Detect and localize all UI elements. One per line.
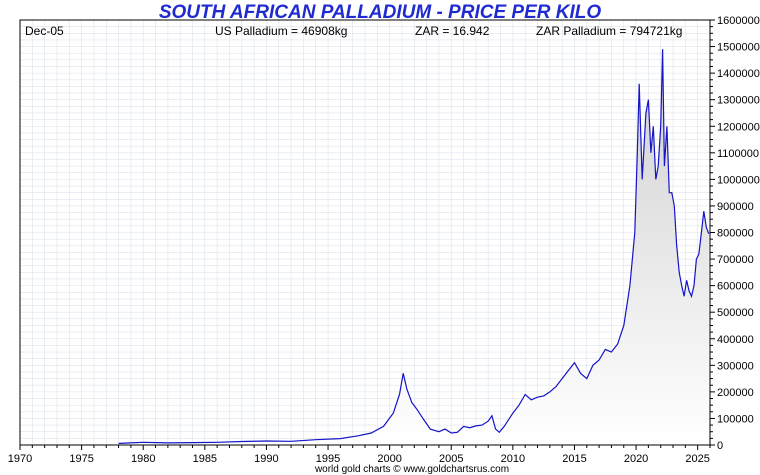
header-zar-palladium: ZAR Palladium = 794721kg bbox=[536, 24, 682, 38]
x-tick-label: 2000 bbox=[377, 453, 401, 465]
y-tick-label: 600000 bbox=[717, 281, 754, 293]
header-zar-rate: ZAR = 16.942 bbox=[415, 24, 490, 38]
y-tick-label: 900000 bbox=[717, 201, 754, 213]
x-tick-label: 1995 bbox=[316, 453, 340, 465]
x-tick-label: 1980 bbox=[131, 453, 155, 465]
price-area-fill bbox=[118, 49, 709, 445]
x-tick-label: 1975 bbox=[69, 453, 93, 465]
y-tick-label: 500000 bbox=[717, 307, 754, 319]
y-tick-label: 1500000 bbox=[717, 42, 760, 54]
y-tick-label: 1400000 bbox=[717, 68, 760, 80]
x-tick-label: 2010 bbox=[501, 453, 525, 465]
x-tick-label: 1970 bbox=[8, 453, 32, 465]
y-axis: 0 100000 200000 300000 400000 500000 600000 700… bbox=[710, 15, 760, 452]
y-tick-label: 400000 bbox=[717, 334, 754, 346]
price-line bbox=[118, 49, 710, 444]
chart-title: SOUTH AFRICAN PALLADIUM - PRICE PER KILO bbox=[158, 2, 602, 23]
x-tick-label: 2005 bbox=[439, 453, 463, 465]
x-tick-label: 2015 bbox=[562, 453, 586, 465]
y-tick-label: 0 bbox=[717, 440, 723, 452]
y-tick-label: 1600000 bbox=[717, 15, 760, 27]
footer-credit: world gold charts © www.goldchartsrus.co… bbox=[314, 464, 509, 475]
x-axis: 1970 1975 1980 1985 1990 1995 2000 2005 2010 2015… bbox=[8, 445, 711, 465]
y-tick-label: 800000 bbox=[717, 228, 754, 240]
x-tick-label: 2020 bbox=[624, 453, 648, 465]
x-tick-label: 2025 bbox=[685, 453, 709, 465]
y-tick-label: 1000000 bbox=[717, 174, 760, 186]
y-tick-label: 1300000 bbox=[717, 95, 760, 107]
header-us-palladium: US Palladium = 46908kg bbox=[215, 24, 347, 38]
header-date: Dec-05 bbox=[25, 24, 64, 38]
y-tick-label: 700000 bbox=[717, 254, 754, 266]
grid-lines bbox=[20, 20, 710, 445]
x-tick-label: 1990 bbox=[254, 453, 278, 465]
y-tick-label: 300000 bbox=[717, 360, 754, 372]
y-tick-label: 200000 bbox=[717, 387, 754, 399]
x-tick-label: 1985 bbox=[193, 453, 217, 465]
y-tick-label: 1100000 bbox=[717, 148, 759, 160]
y-tick-label: 100000 bbox=[717, 413, 754, 425]
y-tick-label: 1200000 bbox=[717, 121, 760, 133]
